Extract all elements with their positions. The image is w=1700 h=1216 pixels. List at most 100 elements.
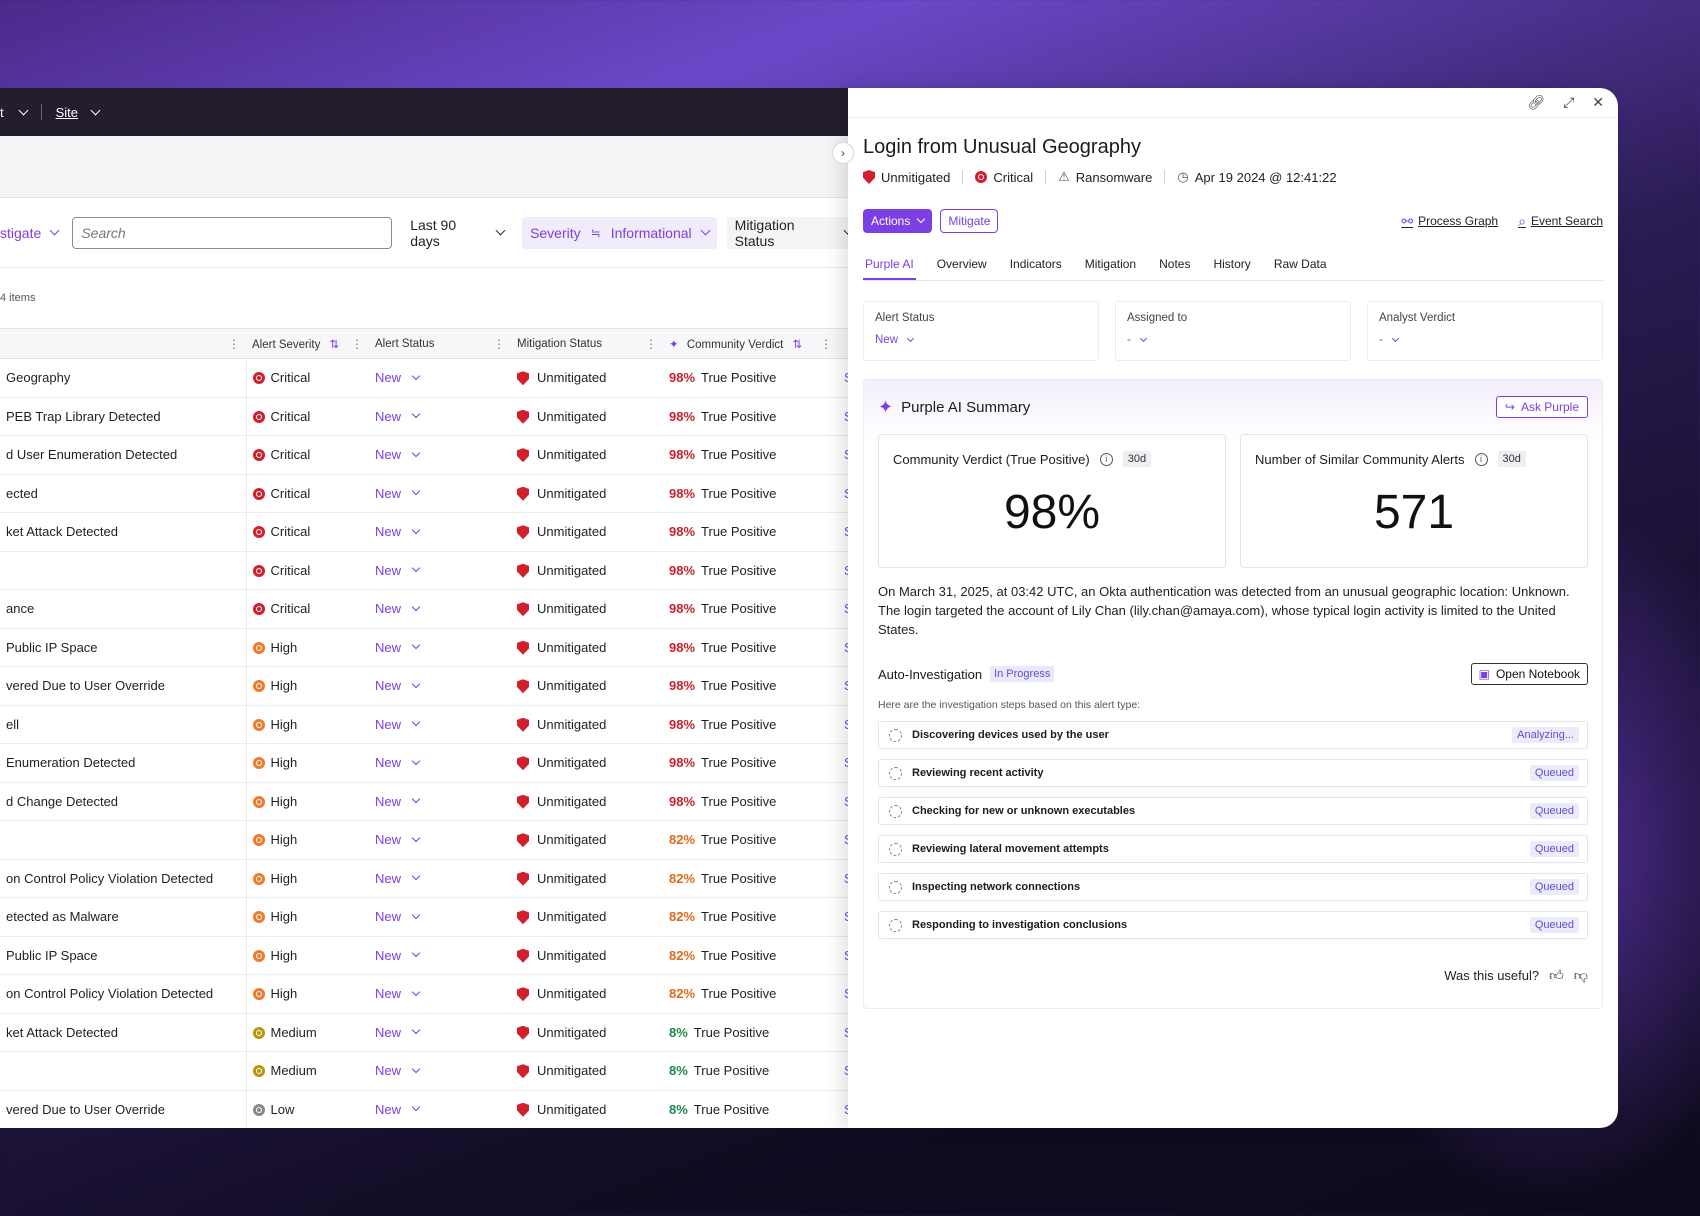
mitigate-button[interactable]: Mitigate (940, 209, 999, 233)
alert-status-cell[interactable]: New (369, 743, 511, 783)
tab-notes[interactable]: Notes (1159, 257, 1191, 271)
alert-status-cell[interactable]: New (369, 551, 511, 590)
thumbs-up-icon[interactable]: 👍︎ (1549, 967, 1564, 983)
sort-icon[interactable]: ⇅ (792, 338, 803, 351)
table-row[interactable]: etected as Malware High New Unmitigated … (0, 897, 860, 937)
alert-status-cell[interactable]: New (369, 628, 511, 667)
alert-status-cell[interactable]: New (369, 782, 511, 821)
actions-button[interactable]: Actions (863, 209, 933, 233)
column-menu-icon[interactable]: ⋮ (820, 337, 832, 351)
table-row[interactable]: ance Critical New Unmitigated 98% True Po… (0, 589, 860, 629)
alert-name[interactable]: Public IP Space (0, 936, 247, 975)
column-header-severity[interactable]: Alert Severity ⇅ ⋮ (246, 328, 369, 359)
alert-name[interactable]: vered Due to User Override (0, 1090, 247, 1128)
table-row[interactable]: vered Due to User Override Low New Unmit… (0, 1090, 860, 1128)
column-header-status[interactable]: Alert Status ⋮ (369, 328, 511, 359)
table-row[interactable]: d User Enumeration Detected Critical New… (0, 435, 860, 475)
alert-name[interactable] (0, 820, 247, 860)
table-row[interactable]: ket Attack Detected Critical New Unmitig… (0, 512, 860, 552)
alert-status-cell[interactable]: New (369, 589, 511, 629)
close-icon[interactable]: ✕ (1592, 94, 1604, 110)
column-menu-icon[interactable]: ⋮ (493, 337, 505, 351)
alert-name[interactable]: ket Attack Detected (0, 512, 247, 552)
severity-filter-chip[interactable]: Severity ≒ Informational (522, 216, 717, 249)
alert-name[interactable]: d User Enumeration Detected (0, 435, 247, 475)
table-row[interactable]: Enumeration Detected High New Unmitigate… (0, 743, 860, 783)
sort-icon[interactable]: ⇅ (329, 338, 340, 351)
alert-status-cell[interactable]: New (369, 820, 511, 860)
alert-name[interactable]: Enumeration Detected (0, 743, 247, 783)
column-header-verdict[interactable]: ✦ Community Verdict ⇅ ⋮ (663, 328, 838, 359)
scope-selector[interactable]: t (0, 105, 29, 120)
alert-name[interactable]: ected (0, 474, 247, 513)
alert-name[interactable] (0, 1051, 247, 1091)
table-row[interactable]: Critical New Unmitigated 98% True Positiv… (0, 551, 860, 590)
table-row[interactable]: vered Due to User Override High New Unmi… (0, 666, 860, 706)
alert-name[interactable]: Geography (0, 358, 247, 398)
thumbs-down-icon[interactable]: 👎︎ (1573, 967, 1588, 983)
alert-status-cell[interactable]: New (369, 435, 511, 475)
column-header-name[interactable]: ⋮ (0, 328, 246, 359)
table-row[interactable]: ected Critical New Unmitigated 98% True P… (0, 474, 860, 513)
expand-icon[interactable]: ⤢ (1563, 94, 1575, 110)
ask-purple-button[interactable]: ↪ Ask Purple (1495, 396, 1588, 418)
info-icon[interactable]: i (1099, 452, 1113, 466)
table-row[interactable]: ket Attack Detected Medium New Unmitigat… (0, 1013, 860, 1052)
mitigation-status-filter[interactable]: Mitigation Status (726, 216, 860, 249)
alert-status-cell[interactable]: New (369, 897, 511, 937)
alert-name[interactable]: vered Due to User Override (0, 666, 247, 706)
tab-purple-ai[interactable]: Purple AI (863, 255, 916, 280)
alert-name[interactable]: Public IP Space (0, 628, 247, 667)
table-row[interactable]: Medium New Unmitigated 8%True Positive S (0, 1051, 860, 1091)
column-menu-icon[interactable]: ⋮ (645, 337, 657, 351)
table-row[interactable]: d Change Detected High New Unmitigated 9… (0, 782, 860, 821)
column-header-mitigation[interactable]: Mitigation Status ⋮ (511, 328, 663, 359)
alert-name[interactable]: ket Attack Detected (0, 1013, 247, 1052)
alert-status-cell[interactable]: New (369, 705, 511, 744)
table-row[interactable]: Geography Critical New Unmitigated 98% Tr… (0, 358, 860, 398)
alert-status-cell[interactable]: New (369, 974, 511, 1014)
alert-status-cell[interactable]: New (369, 512, 511, 552)
alert-name[interactable]: etected as Malware (0, 897, 247, 937)
alert-status-cell[interactable]: New (369, 859, 511, 898)
column-menu-icon[interactable]: ⋮ (351, 337, 363, 351)
tab-mitigation[interactable]: Mitigation (1084, 257, 1137, 271)
alert-name[interactable] (0, 551, 247, 590)
alert-status-cell[interactable]: New (369, 474, 511, 513)
alert-status-cell[interactable]: New (369, 1051, 511, 1091)
assigned-to-field[interactable]: Assigned to - (1115, 301, 1351, 361)
table-row[interactable]: on Control Policy Violation Detected Hig… (0, 859, 860, 898)
search-input[interactable] (72, 216, 393, 249)
alert-status-field[interactable]: Alert Status New (863, 301, 1099, 361)
alert-status-cell[interactable]: New (369, 666, 511, 706)
analyst-verdict-field[interactable]: Analyst Verdict - (1367, 301, 1603, 361)
column-menu-icon[interactable]: ⋮ (228, 337, 240, 351)
table-row[interactable]: Public IP Space High New Unmitigated 98%… (0, 628, 860, 667)
alert-name[interactable]: ance (0, 589, 247, 629)
table-row[interactable]: Public IP Space High New Unmitigated 82%… (0, 936, 860, 975)
link-icon[interactable]: 🔗︎ (1527, 94, 1546, 110)
alert-status-cell[interactable]: New (369, 1090, 511, 1128)
open-notebook-button[interactable]: ▣ Open Notebook (1470, 663, 1588, 685)
investigate-dropdown[interactable]: stigate (0, 225, 62, 241)
alert-name[interactable]: on Control Policy Violation Detected (0, 974, 247, 1014)
alert-name[interactable]: PEB Trap Library Detected (0, 397, 247, 436)
alert-name[interactable]: d Change Detected (0, 782, 247, 821)
tab-raw-data[interactable]: Raw Data (1273, 257, 1327, 271)
tab-history[interactable]: History (1213, 257, 1251, 271)
alert-status-cell[interactable]: New (369, 1013, 511, 1052)
alert-status-cell[interactable]: New (369, 936, 511, 975)
tab-overview[interactable]: Overview (936, 257, 987, 271)
collapse-drawer-button[interactable]: › (832, 142, 854, 164)
event-search-link[interactable]: ⌕ Event Search (1518, 212, 1603, 229)
info-icon[interactable]: i (1474, 452, 1488, 466)
table-row[interactable]: High New Unmitigated 82%True Positive S (0, 820, 860, 860)
tab-indicators[interactable]: Indicators (1009, 257, 1062, 271)
process-graph-link[interactable]: ⚯ Process Graph (1401, 212, 1499, 229)
alert-status-cell[interactable]: New (369, 358, 511, 398)
alert-name[interactable]: on Control Policy Violation Detected (0, 859, 247, 898)
alert-status-cell[interactable]: New (369, 397, 511, 436)
date-range-dropdown[interactable]: Last 90 days (402, 217, 512, 249)
table-row[interactable]: ell High New Unmitigated 98% True Positiv… (0, 705, 860, 744)
alert-name[interactable]: ell (0, 705, 247, 744)
